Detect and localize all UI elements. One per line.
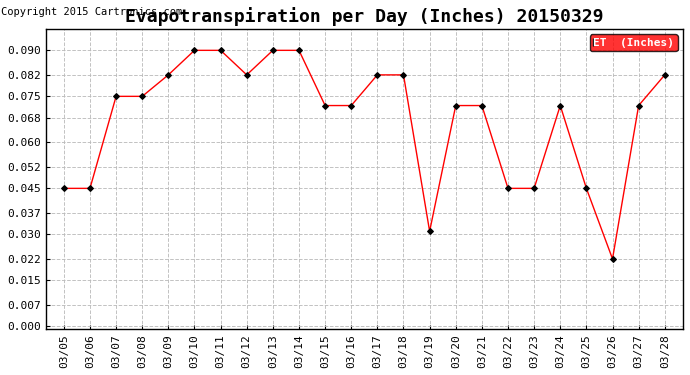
Text: Copyright 2015 Cartronics.com: Copyright 2015 Cartronics.com — [1, 7, 182, 17]
Legend: ET  (Inches): ET (Inches) — [590, 34, 678, 51]
Title: Evapotranspiration per Day (Inches) 20150329: Evapotranspiration per Day (Inches) 2015… — [125, 7, 604, 26]
